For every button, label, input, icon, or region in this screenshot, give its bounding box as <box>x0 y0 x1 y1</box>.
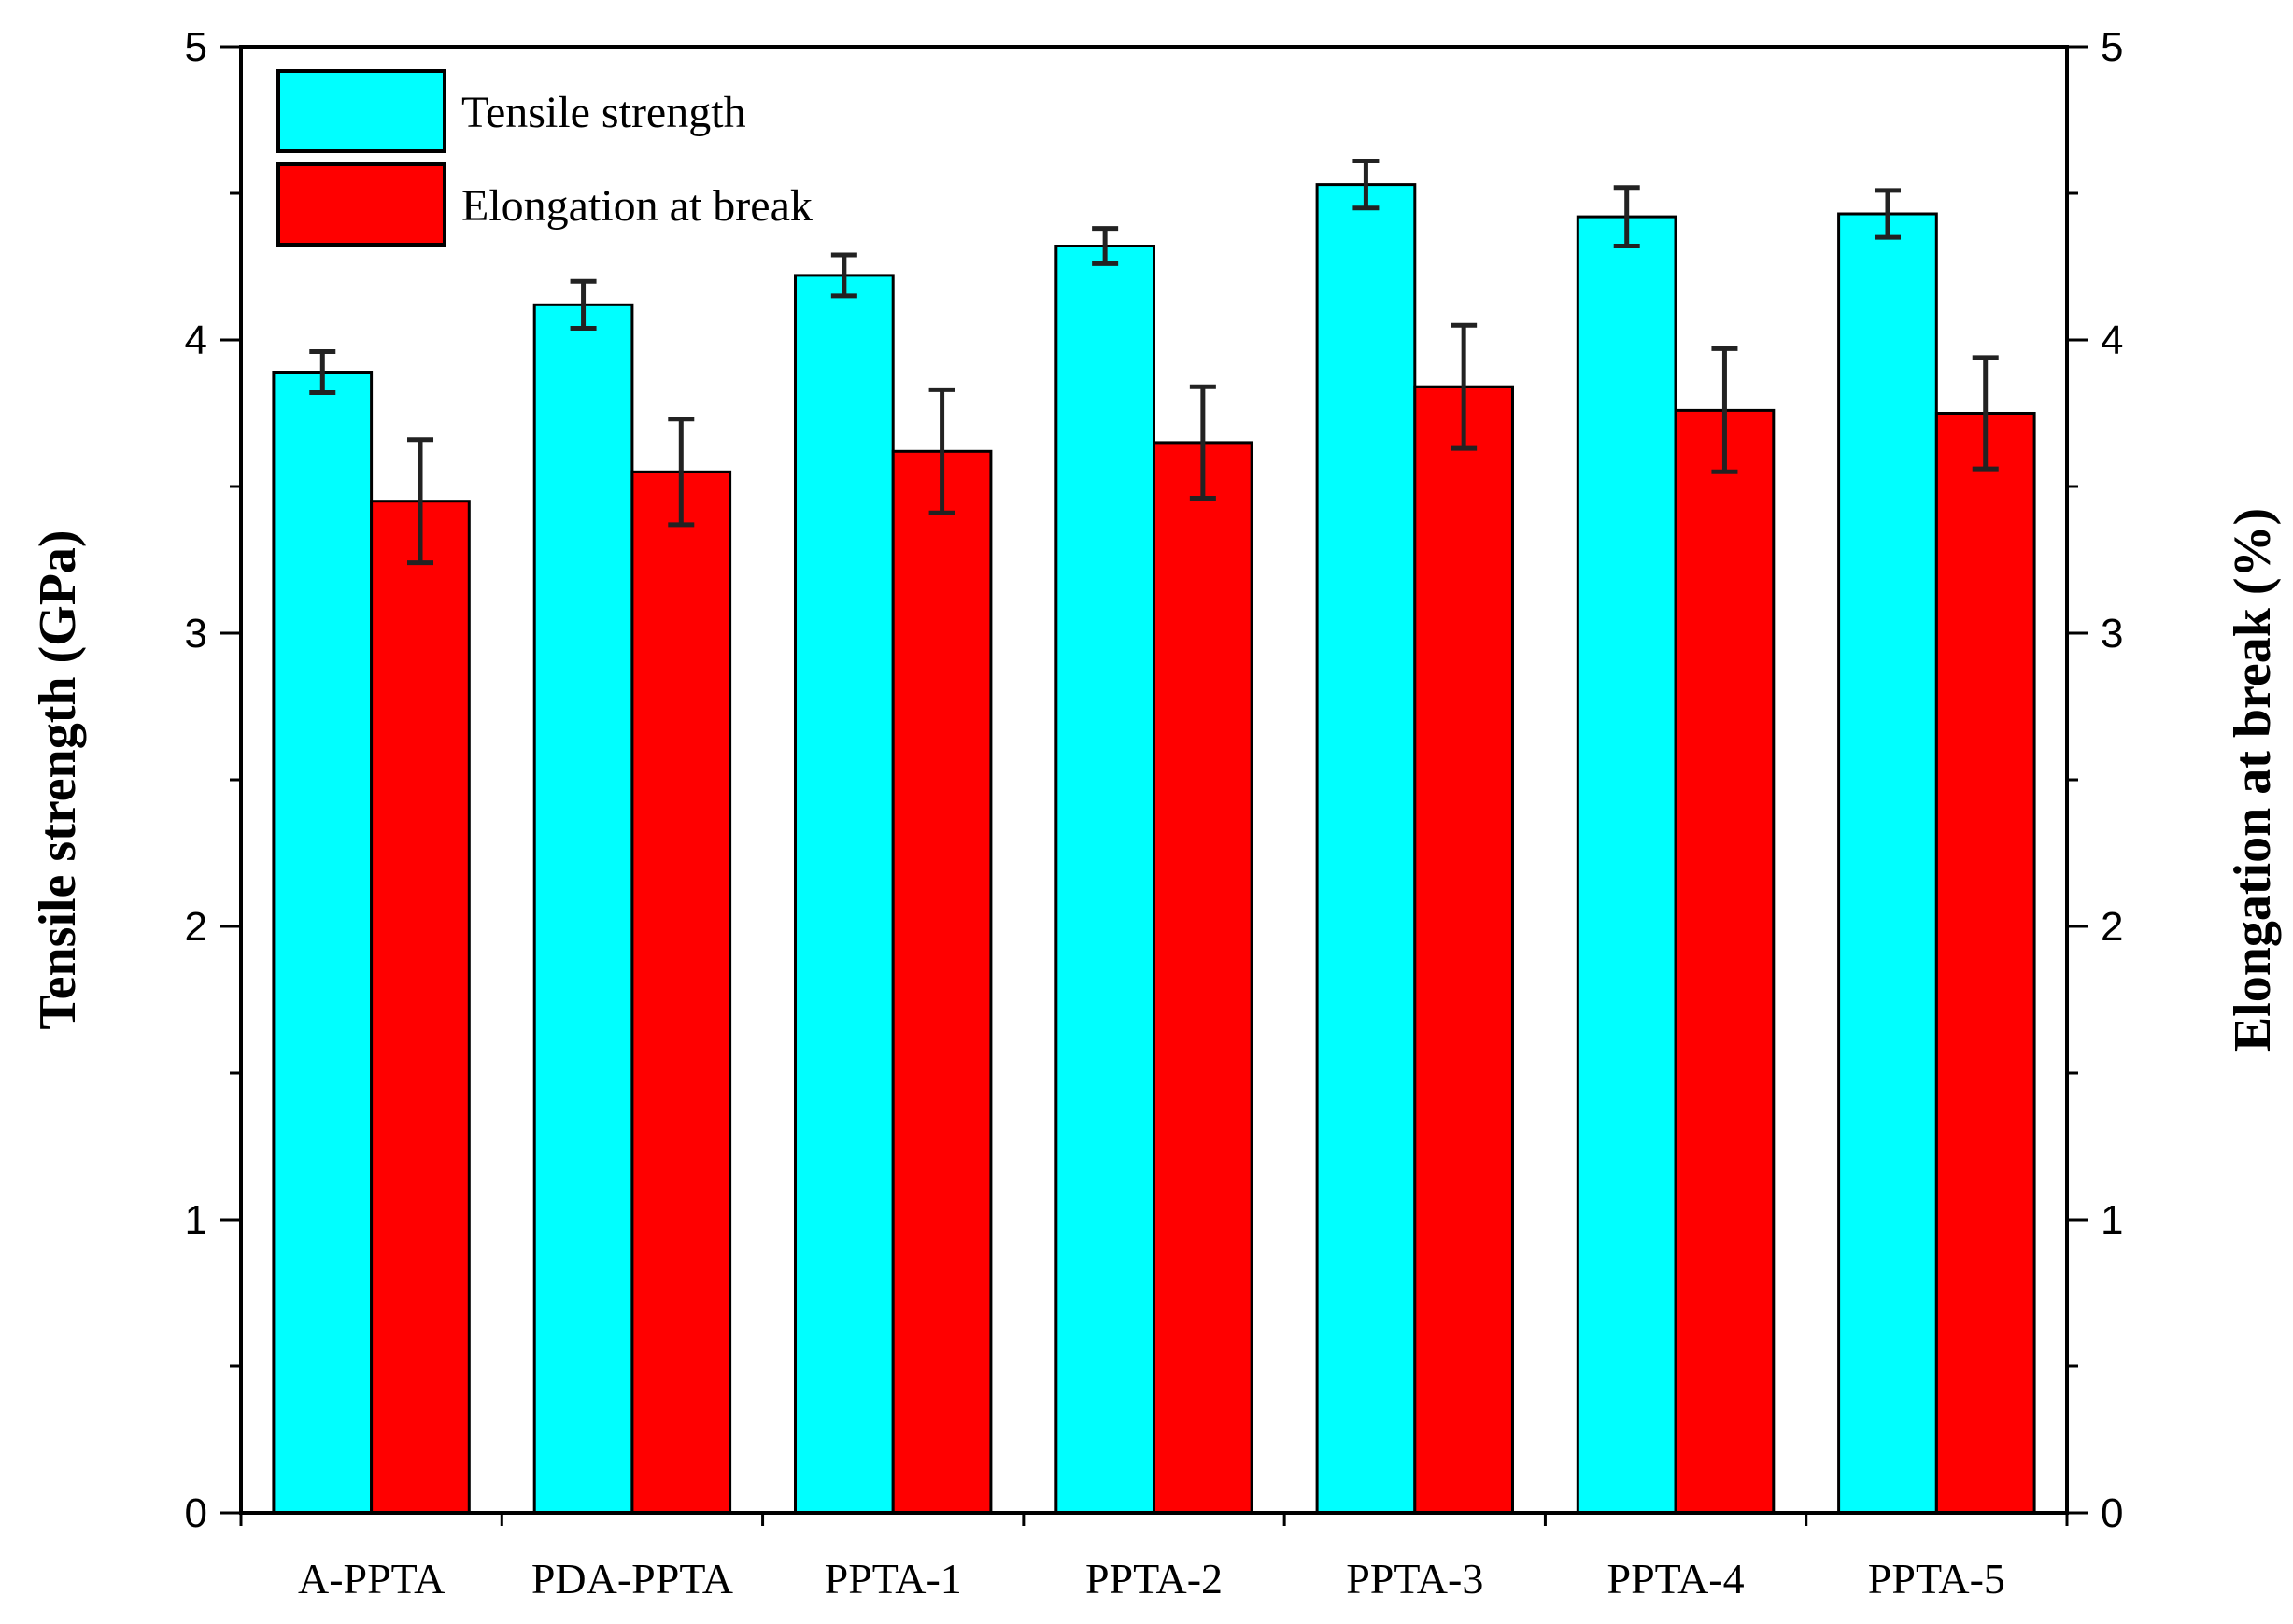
x-tick-label-pda-ppta: PDA-PPTA <box>531 1555 733 1603</box>
axes-layer: A-PPTA PDA-PPTA PPTA-1 PPTA-2 PPTA-3 PPTA-4 PP… <box>185 24 2124 1603</box>
bar-elongation-at-break-ppta-2 <box>1153 441 1253 1515</box>
bar-elongation-at-break-ppta-1 <box>891 449 993 1515</box>
x-tick-label-ppta-4: PPTA-4 <box>1607 1555 1745 1603</box>
x-tick-label-ppta-5: PPTA-5 <box>1868 1555 2005 1603</box>
y2-tick-label-4: 4 <box>2101 318 2123 363</box>
legend-swatch-elongation <box>276 162 446 247</box>
y2-tick-label-5: 5 <box>2101 24 2123 70</box>
y-axis-title: Tensile strength (GPa) <box>29 530 87 1029</box>
bar-elongation-at-break-ppta-3 <box>1413 385 1515 1515</box>
x-tick-label-ppta-3: PPTA-3 <box>1346 1555 1483 1603</box>
bar-elongation-at-break-a-ppta <box>370 500 471 1515</box>
x-tick-label-ppta-2: PPTA-2 <box>1085 1555 1223 1603</box>
x-tick-label-a-ppta: A-PPTA <box>298 1555 445 1603</box>
y-tick-label-4: 4 <box>185 318 207 363</box>
bar-tensile-strength-ppta-4 <box>1576 215 1677 1515</box>
y2-tick-label-0: 0 <box>2101 1490 2123 1536</box>
legend: Tensile strength Elongation at break <box>276 69 813 247</box>
bars-layer <box>272 183 2036 1515</box>
y-tick-label-0: 0 <box>185 1490 207 1536</box>
bar-tensile-strength-ppta-1 <box>794 274 895 1515</box>
bar-tensile-strength-pda-ppta <box>532 303 634 1515</box>
bar-elongation-at-break-ppta-4 <box>1674 408 1776 1515</box>
bar-elongation-at-break-ppta-5 <box>1934 412 2036 1515</box>
y2-axis-title: Elongation at break (%) <box>2224 508 2282 1052</box>
bar-tensile-strength-ppta-3 <box>1315 183 1417 1515</box>
legend-label-elongation: Elongation at break <box>461 181 813 231</box>
bar-tensile-strength-ppta-5 <box>1837 212 1938 1515</box>
y2-tick-label-2: 2 <box>2101 904 2123 950</box>
y-tick-label-5: 5 <box>185 24 207 70</box>
bar-tensile-strength-ppta-2 <box>1054 245 1156 1515</box>
y2-tick-label-3: 3 <box>2101 611 2123 657</box>
y-tick-label-1: 1 <box>185 1197 207 1243</box>
y2-tick-label-1: 1 <box>2101 1197 2123 1243</box>
bar-tensile-strength-a-ppta <box>272 371 374 1515</box>
legend-swatch-tensile <box>276 69 446 153</box>
bar-elongation-at-break-pda-ppta <box>630 470 732 1515</box>
legend-label-tensile: Tensile strength <box>461 88 746 137</box>
y-tick-label-3: 3 <box>185 611 207 657</box>
y-tick-label-2: 2 <box>185 904 207 950</box>
x-tick-label-ppta-1: PPTA-1 <box>825 1555 962 1603</box>
error-bars-layer <box>309 158 1999 566</box>
